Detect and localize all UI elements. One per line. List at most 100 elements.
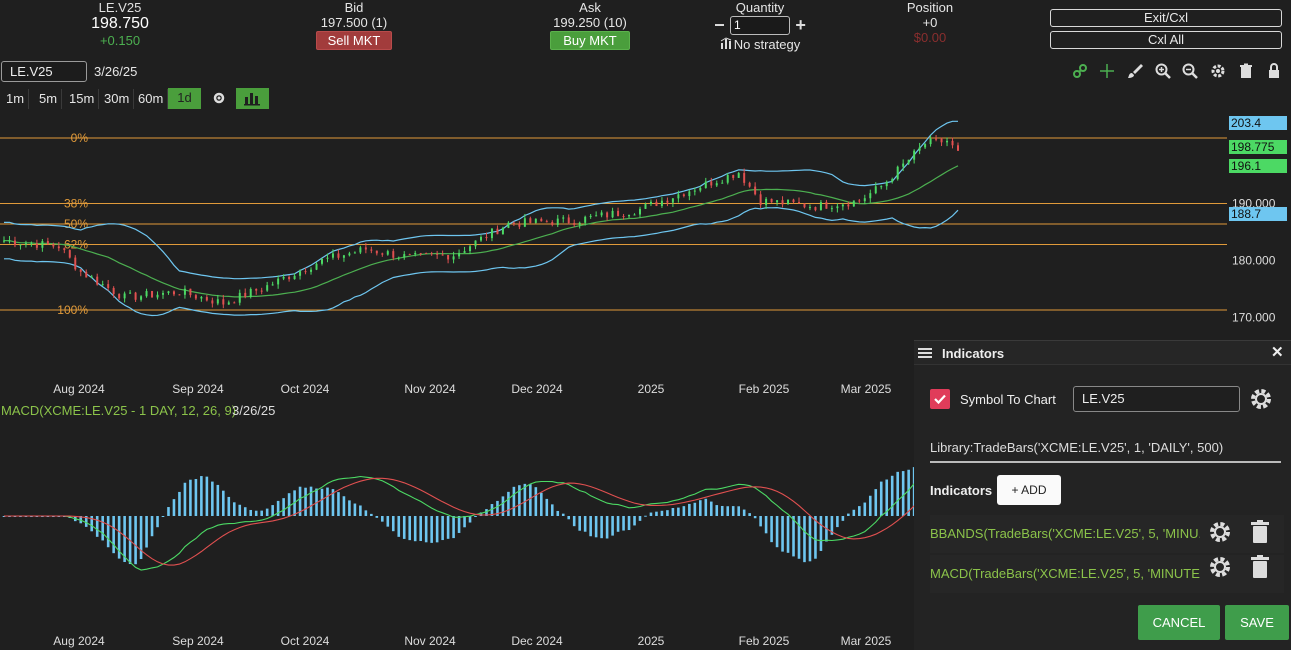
candle-body xyxy=(326,257,329,259)
gear-icon[interactable] xyxy=(1207,519,1233,545)
timeframe-1d[interactable]: 1d xyxy=(168,88,201,109)
settings-button[interactable] xyxy=(205,88,233,109)
histogram-bar xyxy=(819,516,823,551)
candle-body xyxy=(885,181,888,187)
histogram-bar xyxy=(731,506,735,516)
candle-body xyxy=(337,253,340,258)
month-label: Sep 2024 xyxy=(172,634,224,648)
lower-band xyxy=(4,206,959,317)
price-tag-label: 203.4 xyxy=(1231,116,1261,130)
histogram-bar xyxy=(309,486,313,516)
candle-body xyxy=(183,288,186,295)
candle-body xyxy=(798,202,800,204)
brush-icon[interactable] xyxy=(1126,62,1144,80)
histogram-bar xyxy=(326,487,329,516)
cancel-all-button[interactable]: Cxl All xyxy=(1050,31,1282,49)
trash-icon[interactable] xyxy=(1249,554,1271,580)
candle-body xyxy=(216,299,219,304)
histogram-bar xyxy=(156,516,159,528)
save-button[interactable]: SAVE xyxy=(1225,605,1289,640)
histogram-bar xyxy=(496,500,499,516)
histogram-bar xyxy=(249,509,253,516)
candle-body xyxy=(194,295,197,299)
indicator-label: MACD(TradeBars('XCME:LE.V25', 5, 'MINUTE… xyxy=(930,566,1200,581)
symbol-field[interactable]: LE.V25 xyxy=(1073,386,1240,412)
candle-body xyxy=(803,203,806,208)
histogram-bar xyxy=(786,516,790,553)
macd-chart[interactable]: Aug 2024 Sep 2024 Oct 2024 Nov 2024 Dec 2024… xyxy=(0,422,1291,650)
link-icon[interactable] xyxy=(1071,62,1089,80)
timeframe-60m[interactable]: 60m xyxy=(134,89,169,109)
candle-body xyxy=(781,200,784,205)
cancel-button[interactable]: CANCEL xyxy=(1138,605,1220,640)
candle-body xyxy=(249,288,252,298)
decrease-quantity-button[interactable]: − xyxy=(714,15,725,35)
fib-label: 62% xyxy=(64,238,88,252)
histogram-bar xyxy=(276,500,280,516)
symbol-to-chart-checkbox[interactable] xyxy=(930,389,950,409)
histogram-bar xyxy=(770,516,773,543)
symbol-quote: LE.V25 198.750 +0.150 xyxy=(80,0,160,48)
candle-body xyxy=(342,255,345,258)
candle-body xyxy=(534,218,537,223)
histogram-bar xyxy=(391,516,395,532)
histogram-bar xyxy=(550,504,554,516)
histogram-bar xyxy=(485,509,488,516)
candle-body xyxy=(584,216,587,223)
gear-icon xyxy=(213,92,225,104)
histogram-bar xyxy=(868,495,872,516)
timeframe-30m[interactable]: 30m xyxy=(100,89,135,109)
menu-icon[interactable] xyxy=(918,347,932,359)
library-field[interactable]: Library:TradeBars('XCME:LE.V25', 1, 'DAI… xyxy=(930,440,1281,463)
zoom-in-icon[interactable] xyxy=(1154,62,1172,80)
symbol-input[interactable]: LE.V25 xyxy=(1,61,87,82)
candle-body xyxy=(310,269,313,272)
trash-icon[interactable] xyxy=(1249,519,1271,545)
exit-cancel-button[interactable]: Exit/Cxl xyxy=(1050,9,1282,27)
candle-body xyxy=(732,175,735,178)
candle-body xyxy=(600,212,603,216)
histogram-bar xyxy=(364,510,368,516)
histogram-bar xyxy=(490,504,494,516)
histogram-bar xyxy=(666,510,669,516)
candle-body xyxy=(721,182,724,184)
timeframe-15m[interactable]: 15m xyxy=(65,89,100,109)
lock-icon[interactable] xyxy=(1265,62,1283,80)
macd-lines xyxy=(4,451,959,571)
gear-icon[interactable] xyxy=(1209,62,1227,80)
add-indicator-button[interactable]: + ADD xyxy=(997,475,1061,505)
histogram-bar xyxy=(424,516,428,543)
fib-label: 38% xyxy=(64,196,88,210)
quantity-input[interactable]: 1 xyxy=(730,16,790,35)
strategy-selector[interactable]: No strategy xyxy=(705,37,815,52)
gear-icon[interactable] xyxy=(1207,554,1233,580)
zoom-out-icon[interactable] xyxy=(1181,62,1199,80)
timeframe-1m[interactable]: 1m xyxy=(2,89,30,109)
price-chart[interactable]: 0%38%50%62%100% 200.000190.000180.000170… xyxy=(0,110,1291,402)
increase-quantity-button[interactable]: + xyxy=(795,15,806,35)
histogram-bar xyxy=(145,516,148,548)
chart-type-button[interactable] xyxy=(236,88,269,109)
candle-body xyxy=(244,292,247,298)
histogram-bar xyxy=(633,516,636,526)
candle-body xyxy=(3,240,5,242)
trash-icon[interactable] xyxy=(1237,62,1255,80)
bid-value: 197.500 (1) xyxy=(320,15,388,30)
gear-icon[interactable] xyxy=(1248,386,1274,412)
timeframe-5m[interactable]: 5m xyxy=(35,89,63,109)
buy-market-button[interactable]: Buy MKT xyxy=(550,31,630,50)
month-label: Nov 2024 xyxy=(404,382,456,396)
checkmark-icon xyxy=(934,394,946,405)
candle-body xyxy=(452,256,455,260)
macd-date: 3/26/25 xyxy=(232,403,276,418)
crosshair-icon[interactable] xyxy=(1098,62,1116,80)
histogram-bar xyxy=(408,516,412,541)
candle-body xyxy=(880,186,883,188)
close-icon[interactable]: ✕ xyxy=(1271,344,1284,361)
candle-body xyxy=(545,221,548,223)
candle-body xyxy=(562,217,565,219)
histogram-bar xyxy=(271,505,274,516)
sell-market-button[interactable]: Sell MKT xyxy=(315,31,393,50)
histogram-bar xyxy=(243,507,247,516)
histogram-bar xyxy=(501,496,505,516)
